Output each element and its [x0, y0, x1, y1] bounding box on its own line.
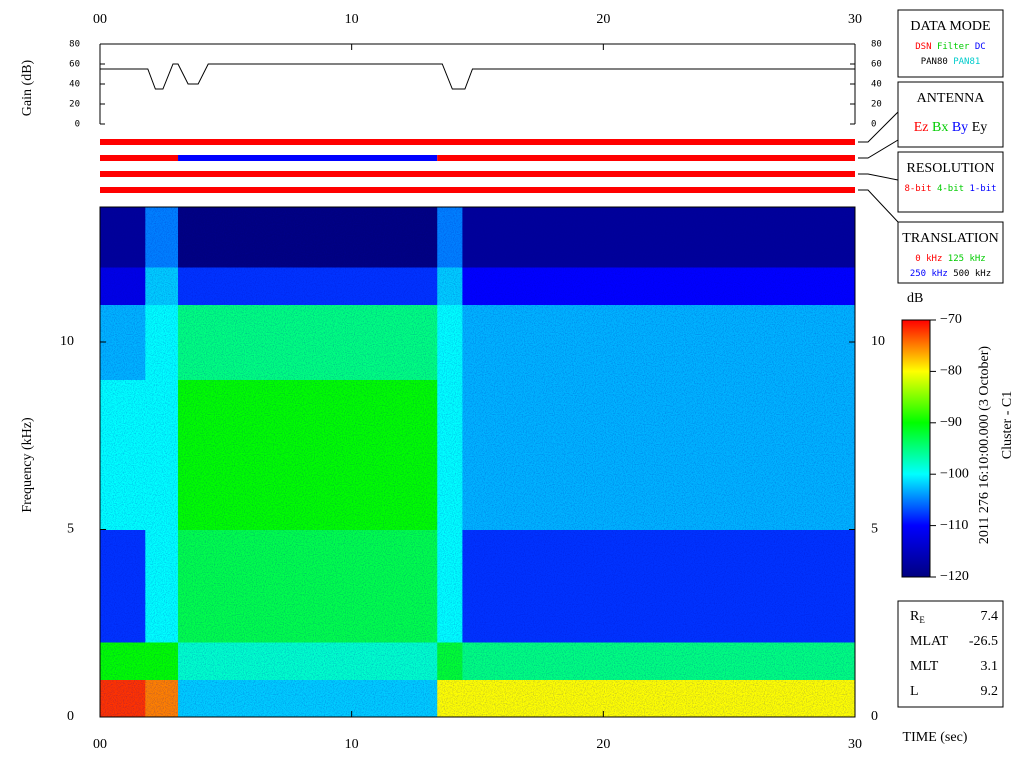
legend-item: 250 kHz: [910, 269, 948, 279]
frequency-axis-label: Frequency (kHz): [20, 417, 35, 513]
status-segment: [100, 139, 855, 145]
legend-box: [897, 151, 1004, 213]
colorbar-tick-label: −110: [940, 518, 968, 533]
y-tick-label: 40: [69, 80, 80, 90]
colorbar-tick-label: −90: [940, 415, 962, 430]
legend-item: Ey: [972, 120, 988, 135]
speckle: [100, 207, 855, 717]
y-tick-label: 20: [69, 100, 80, 110]
y-tick-label: 0: [67, 709, 74, 724]
legend-item: DSN: [915, 42, 931, 52]
y-tick-label: 10: [60, 334, 74, 349]
y-tick-label: 80: [871, 40, 882, 50]
x-tick-label: 10: [345, 12, 359, 27]
info-label: MLAT: [910, 634, 949, 649]
info-label-sub: E: [919, 615, 925, 625]
legend-item: Bx: [932, 120, 948, 135]
legend-item: 4-bit: [937, 184, 964, 194]
caption-date: 2011 276 16:10:00.000 (3 October): [977, 346, 992, 545]
y-tick-label: 5: [871, 522, 878, 537]
legend-row: Ez Bx By Ey: [914, 120, 988, 135]
legend-box: [897, 221, 1004, 284]
info-label-main: MLT: [910, 659, 939, 674]
legend-item: Filter: [937, 42, 970, 52]
legend-box: [897, 9, 1004, 78]
y-tick-label: 60: [69, 60, 80, 70]
y-tick-label: 5: [67, 522, 74, 537]
heatmap-frame: [99, 206, 856, 718]
colorbar: [901, 319, 931, 578]
info-value: 7.4: [981, 609, 999, 624]
status-segment: [100, 171, 855, 177]
legend-title: RESOLUTION: [907, 161, 995, 176]
legend-item: 0 kHz: [915, 254, 942, 264]
info-value: 9.2: [981, 684, 999, 699]
y-tick-label: 80: [69, 40, 80, 50]
x-tick-label: 20: [596, 12, 610, 27]
legend-item: 125 kHz: [948, 254, 986, 264]
x-tick-label: 20: [596, 737, 610, 752]
legend-item: Ez: [914, 120, 929, 135]
time-axis-label: TIME (sec): [903, 730, 968, 745]
legend-title: TRANSLATION: [902, 231, 998, 246]
legend-row: 0 kHz 125 kHz: [915, 254, 985, 264]
legend-item: DC: [975, 42, 986, 52]
colorbar-tick-label: −70: [940, 312, 962, 327]
legend-row: 250 kHz 500 kHz: [910, 269, 991, 279]
x-tick-label: 00: [93, 12, 107, 27]
legend-row: PAN80 PAN81: [921, 57, 981, 67]
legend-title: ANTENNA: [917, 91, 986, 106]
info-label: MLT: [910, 659, 939, 674]
legend-box: [897, 81, 1004, 148]
y-tick-label: 10: [871, 334, 885, 349]
gain-axis-label: Gain (dB): [20, 59, 35, 116]
y-tick-label: 40: [871, 80, 882, 90]
connector: [858, 173, 899, 181]
legend-title: DATA MODE: [910, 19, 990, 34]
legend-item: By: [952, 120, 968, 135]
x-tick-label: 30: [848, 737, 862, 752]
connector: [858, 139, 899, 159]
connector: [858, 189, 899, 223]
info-value: 3.1: [981, 659, 999, 674]
gain-line: [100, 63, 855, 90]
legend-item: PAN80: [921, 57, 948, 67]
info-label-main: R: [910, 609, 920, 624]
x-tick-label: 10: [345, 737, 359, 752]
legend-row: 8-bit 4-bit 1-bit: [904, 184, 996, 194]
y-tick-label: 20: [871, 100, 882, 110]
status-segment: [100, 187, 855, 193]
y-tick-label: 0: [75, 120, 80, 130]
colorbar-tick-label: −80: [940, 364, 962, 379]
colorbar-tick-label: −100: [940, 466, 969, 481]
legend-item: PAN81: [953, 57, 980, 67]
connector: [858, 111, 899, 143]
caption-spacecraft: Cluster - C1: [1000, 391, 1015, 459]
y-tick-label: 0: [871, 120, 876, 130]
legend-item: 1-bit: [969, 184, 996, 194]
legend-row: DSN Filter DC: [915, 42, 985, 52]
legend-item: 500 kHz: [953, 269, 991, 279]
connectors: [858, 111, 899, 223]
info-box: [897, 600, 1004, 708]
status-segment: [437, 155, 855, 161]
y-tick-label: 0: [871, 709, 878, 724]
info-label: RE: [910, 609, 925, 625]
status-segment: [178, 155, 438, 161]
info-value: -26.5: [969, 634, 998, 649]
info-label-main: MLAT: [910, 634, 949, 649]
legend-item: 8-bit: [904, 184, 931, 194]
status-segment: [100, 155, 179, 161]
colorbar-label: dB: [907, 291, 923, 306]
x-tick-label: 30: [848, 12, 862, 27]
x-tick-label: 00: [93, 737, 107, 752]
info-label: L: [910, 684, 919, 699]
y-tick-label: 60: [871, 60, 882, 70]
colorbar-tick-label: −120: [940, 569, 969, 584]
info-label-main: L: [910, 684, 919, 699]
